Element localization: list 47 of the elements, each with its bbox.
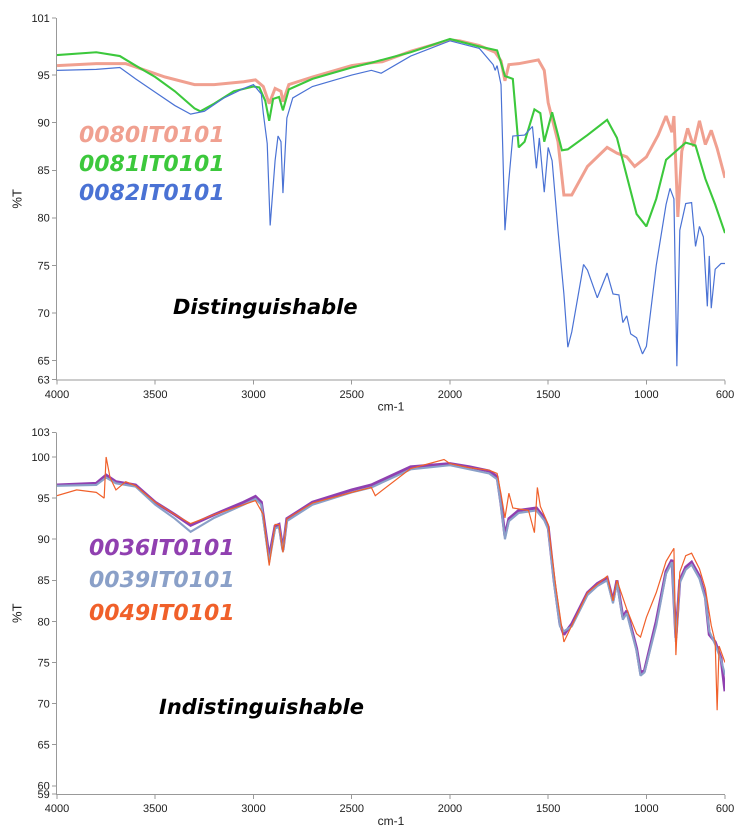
x-tick-label: 4000 xyxy=(44,388,70,401)
annotation: Indistinguishable xyxy=(159,695,364,719)
annotation: Distinguishable xyxy=(173,295,358,319)
series-label: 0080IT0101 xyxy=(79,123,225,148)
x-tick-label: 4000 xyxy=(44,803,70,816)
x-tick-label: 2000 xyxy=(438,388,462,401)
x-tick-label: 1000 xyxy=(634,388,659,401)
x-tick-label: 1500 xyxy=(536,388,560,401)
x-tick-label: 2500 xyxy=(339,803,364,816)
y-tick-label: 85 xyxy=(38,165,50,178)
y-tick-label: 65 xyxy=(38,740,50,752)
line-series xyxy=(57,40,725,367)
series-label: 0039IT0101 xyxy=(89,568,235,593)
y-tick-label: 63 xyxy=(38,374,50,386)
x-tick-label: 3500 xyxy=(143,803,168,816)
y-tick-label: 103 xyxy=(31,427,50,440)
x-tick-label: 1000 xyxy=(634,803,659,816)
y-tick-label: 95 xyxy=(38,492,50,505)
x-tick-label: 3000 xyxy=(241,388,266,401)
y-axis-title: %T xyxy=(9,603,24,623)
y-tick-label: 65 xyxy=(38,355,50,368)
x-tick-label: 600 xyxy=(716,803,734,816)
y-tick-label: 75 xyxy=(38,260,50,272)
y-tick-label: 75 xyxy=(38,657,50,670)
x-tick-label: 3000 xyxy=(241,803,266,816)
y-tick-label: 85 xyxy=(38,575,50,588)
y-tick-label: 80 xyxy=(38,616,50,628)
y-tick-label: 70 xyxy=(38,698,50,710)
x-tick-label: 2000 xyxy=(438,803,462,816)
y-tick-label: 90 xyxy=(38,118,50,130)
y-tick-label: 100 xyxy=(31,452,50,464)
x-axis-title: cm-1 xyxy=(378,400,405,414)
y-tick-label: 95 xyxy=(38,70,50,82)
y-tick-label: 70 xyxy=(38,308,50,320)
text: 0049IT0101 xyxy=(89,601,235,626)
series-label: 0036IT0101 xyxy=(89,536,235,561)
x-tick-label: 1500 xyxy=(536,803,560,816)
y-tick-label: 101 xyxy=(31,12,50,25)
y-axis-title: %T xyxy=(9,189,24,209)
y-tick-label: 80 xyxy=(38,212,50,225)
x-tick-label: 3500 xyxy=(143,388,168,401)
x-axis-title: cm-1 xyxy=(378,814,405,828)
y-tick-label: 90 xyxy=(38,534,50,546)
series-label: 0082IT0101 xyxy=(79,181,225,206)
x-tick-label: 2500 xyxy=(339,388,364,401)
x-tick-label: 600 xyxy=(716,388,734,401)
text: 0081IT0101 xyxy=(79,152,225,177)
